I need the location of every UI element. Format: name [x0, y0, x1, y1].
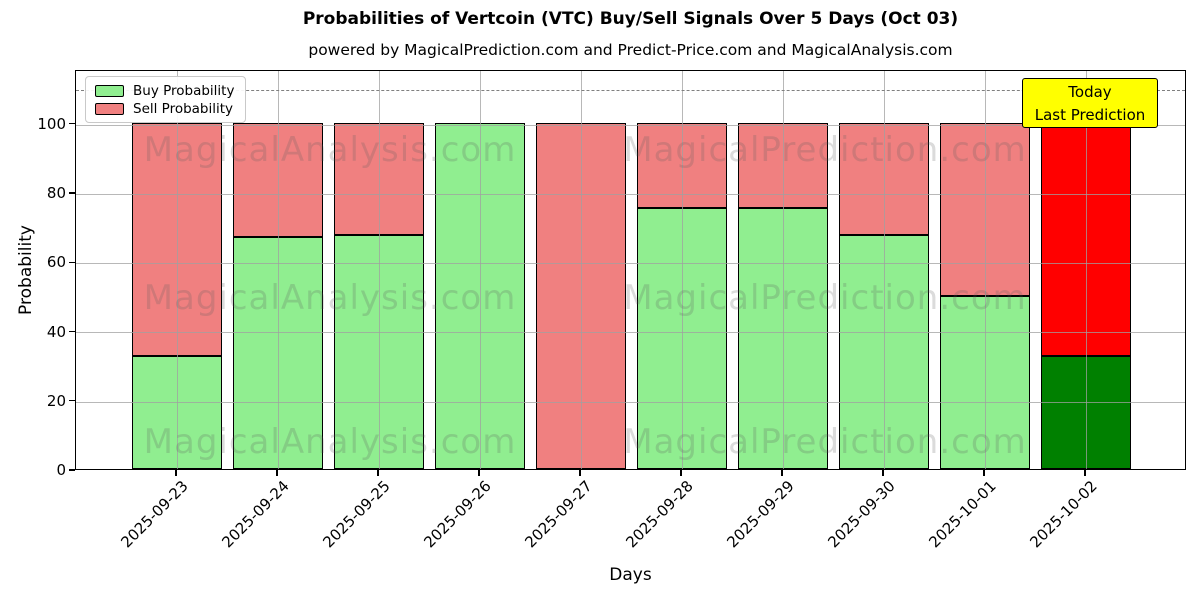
h-gridline-60: [76, 263, 1185, 265]
watermark-prediction-row1: MagicalPrediction.com: [623, 130, 1027, 170]
v-gridline-2025-09-27: [580, 71, 582, 469]
ytick-mark-80: [69, 192, 75, 194]
v-gridline-2025-10-01: [984, 71, 986, 469]
watermark-analysis-row1: MagicalAnalysis.com: [143, 130, 517, 170]
v-gridline-2025-09-29: [782, 71, 784, 469]
xtick-mark-2025-09-23: [175, 470, 177, 476]
v-gridline-2025-09-23: [176, 71, 178, 469]
ytick-mark-0: [69, 469, 75, 471]
ytick-label-80: 80: [46, 184, 66, 202]
ytick-mark-60: [69, 261, 75, 263]
v-gridline-2025-09-30: [883, 71, 885, 469]
ytick-label-0: 0: [56, 461, 66, 479]
h-gridline-40: [76, 332, 1185, 334]
xtick-mark-2025-09-26: [478, 470, 480, 476]
xtick-mark-2025-09-24: [276, 470, 278, 476]
plot-area: [75, 70, 1186, 470]
ytick-mark-100: [69, 123, 75, 125]
h-gridline-80: [76, 193, 1185, 195]
v-gridline-2025-10-02: [1085, 71, 1087, 469]
ytick-label-100: 100: [37, 115, 66, 133]
watermark-prediction-row3: MagicalPrediction.com: [623, 422, 1027, 462]
v-gridline-2025-09-25: [378, 71, 380, 469]
xtick-mark-2025-09-27: [579, 470, 581, 476]
watermark-analysis-row2: MagicalAnalysis.com: [143, 278, 517, 318]
xtick-mark-2025-09-29: [781, 470, 783, 476]
v-gridline-2025-09-26: [479, 71, 481, 469]
ytick-mark-20: [69, 400, 75, 402]
xtick-mark-2025-09-25: [377, 470, 379, 476]
v-gridline-2025-09-28: [681, 71, 683, 469]
h-gridline-20: [76, 401, 1185, 403]
xtick-mark-2025-09-30: [882, 470, 884, 476]
xtick-mark-2025-09-28: [680, 470, 682, 476]
sell-color-swatch: [95, 102, 124, 115]
ytick-label-40: 40: [46, 323, 66, 341]
annotation-line-today: Today: [1068, 83, 1112, 101]
legend: Buy Probability Sell Probability: [85, 76, 246, 123]
h-gridline-100: [76, 124, 1185, 126]
ytick-label-60: 60: [46, 253, 66, 271]
x-axis-label: Days: [609, 565, 652, 585]
xtick-mark-2025-10-02: [1084, 470, 1086, 476]
y-axis-label: Probability: [16, 225, 36, 315]
dashed-threshold-line: [76, 90, 1185, 92]
buy-color-swatch: [95, 84, 124, 97]
legend-item-sell: Sell Probability: [95, 100, 236, 117]
annotation-line-last-prediction: Last Prediction: [1034, 106, 1146, 124]
chart-subtitle: powered by MagicalPrediction.com and Pre…: [308, 41, 953, 59]
watermark-analysis-row3: MagicalAnalysis.com: [143, 422, 517, 462]
watermark-prediction-row2: MagicalPrediction.com: [623, 278, 1027, 318]
ytick-mark-40: [69, 330, 75, 333]
xtick-mark-2025-10-01: [983, 470, 985, 476]
legend-item-buy: Buy Probability: [95, 82, 236, 99]
v-gridline-2025-09-24: [277, 71, 279, 469]
chart-title: Probabilities of Vertcoin (VTC) Buy/Sell…: [302, 9, 959, 29]
legend-item-sell-label: Sell Probability: [133, 100, 234, 117]
ytick-label-20: 20: [46, 392, 66, 410]
today-annotation-box: Today Last Prediction: [1022, 78, 1158, 128]
legend-item-buy-label: Buy Probability: [133, 82, 235, 99]
